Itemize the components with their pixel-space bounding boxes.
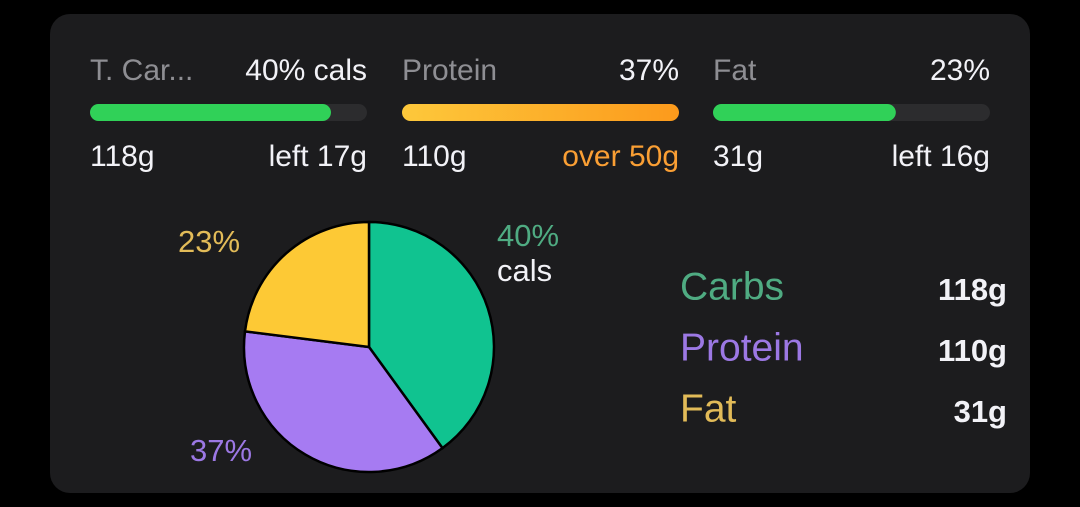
goal-amount: 118g <box>90 140 155 173</box>
goal-name: Fat <box>713 54 757 87</box>
goal-status: left 17g <box>269 140 367 173</box>
pie-unit-label: cals <box>497 253 552 288</box>
legend-grams: 31g <box>954 394 1007 429</box>
pie-slice <box>367 220 496 450</box>
progress-bar <box>713 104 896 121</box>
pie-label: 37% <box>190 433 252 468</box>
pie-label: 23% <box>178 224 240 259</box>
goal-percent: 23% <box>930 54 990 87</box>
legend-grams: 118g <box>938 272 1007 307</box>
goal-name: T. Car... <box>90 54 193 87</box>
progress-bar <box>90 104 331 121</box>
pie-label: 40% <box>497 218 559 253</box>
goal-status: left 16g <box>892 140 990 173</box>
progress-bar <box>402 104 679 121</box>
goal-percent: 40% cals <box>245 54 367 87</box>
legend-label: Fat <box>680 387 737 430</box>
legend-label: Protein <box>680 326 804 369</box>
goal-amount: 110g <box>402 140 467 173</box>
legend-label: Carbs <box>680 265 784 308</box>
goal-status: over 50g <box>562 140 679 173</box>
legend-grams: 110g <box>938 333 1007 368</box>
pie-slice <box>242 329 445 474</box>
goal-name: Protein <box>402 54 497 87</box>
goal-percent: 37% <box>619 54 679 87</box>
pie-slice <box>243 220 371 349</box>
goal-amount: 31g <box>713 140 763 173</box>
